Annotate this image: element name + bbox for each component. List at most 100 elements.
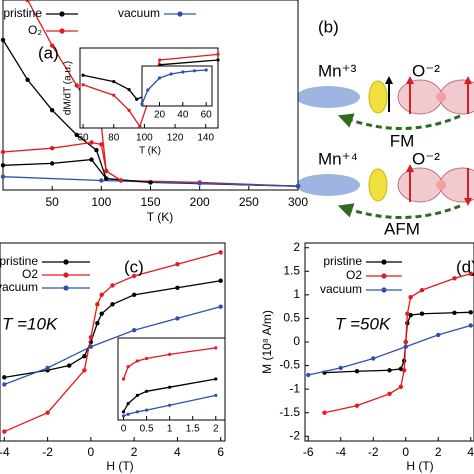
x-tick-label: 100 (91, 195, 111, 209)
data-point (110, 283, 115, 288)
y-axis-label: dM/dT (a.u.) (63, 61, 74, 115)
data-point (192, 69, 197, 73)
data-point (0, 174, 6, 179)
legend-label: O₂ (28, 23, 42, 37)
x-tick-label: -4 (0, 445, 10, 459)
exchange-arrow (337, 113, 461, 130)
coupling-label: FM (390, 131, 415, 150)
y-tick-label: 0 (293, 334, 300, 348)
ion (436, 180, 446, 190)
data-point (104, 176, 109, 181)
chart: -6 -4 -2 0 2 4 2 1.5 1 0.5 0 -0.5 -1 -1.5 -2 (d) T =50K H… (260, 240, 474, 473)
data-point (112, 80, 116, 84)
data-point (88, 344, 94, 349)
data-point (168, 352, 172, 356)
data-point (216, 52, 220, 57)
anion-label: O⁻² (412, 61, 440, 80)
data-point (158, 58, 162, 62)
x-tick-label: 250 (239, 195, 259, 209)
series-line (2, 141, 122, 182)
exchange-arrow (337, 203, 461, 220)
data-point (452, 310, 457, 315)
data-point (146, 88, 150, 92)
data-point (175, 316, 180, 321)
x-axis-label: H (T) (106, 459, 133, 473)
orbital (368, 80, 388, 114)
x-tick-label: 40 (177, 110, 189, 121)
y-tick-label: -0.5 (279, 358, 300, 372)
data-point (135, 97, 139, 101)
x-tick-label: 200 (190, 195, 210, 209)
data-point (81, 83, 85, 87)
y-tick-label: 0.5 (283, 311, 300, 325)
data-point (322, 410, 327, 415)
legend-label: vacuum (0, 280, 38, 294)
x-tick-label: 2 (435, 445, 442, 459)
x-tick-label: 300 (288, 195, 308, 209)
data-point (140, 102, 144, 106)
legend-marker (63, 272, 69, 278)
panel-label: (c) (124, 257, 144, 276)
x-tick-label: -4 (335, 445, 346, 459)
x-tick-label: -2 (368, 445, 379, 459)
data-point (168, 385, 172, 389)
data-point (126, 402, 130, 406)
data-point (436, 332, 441, 338)
data-point (49, 146, 55, 151)
legend-marker (381, 273, 387, 279)
data-point (0, 37, 6, 43)
data-point (144, 356, 149, 361)
data-point (419, 311, 425, 316)
data-point (403, 339, 408, 345)
data-point (0, 149, 6, 155)
data-point (214, 377, 218, 381)
data-point (81, 73, 85, 77)
x-tick-label: 2 (213, 424, 219, 435)
data-point (89, 140, 94, 145)
legend-marker (381, 287, 387, 293)
x-tick-label: 0 (88, 445, 95, 459)
data-point (74, 132, 79, 138)
x-tick-label: 1 (167, 424, 173, 435)
data-point (49, 161, 55, 166)
data-point (89, 157, 94, 162)
x-tick-label: 120 (167, 133, 184, 144)
data-point (95, 320, 100, 326)
data-point (104, 168, 109, 174)
cation-label: Mn⁺⁴ (318, 149, 358, 168)
data-point (49, 43, 55, 48)
legend-marker (177, 11, 183, 17)
data-point (99, 142, 104, 147)
data-point (25, 77, 30, 83)
orbital (368, 168, 388, 202)
data-point (354, 403, 360, 408)
coupling-label: AFM (384, 219, 420, 238)
legend-label: vacuum (118, 6, 160, 20)
legend-marker (59, 28, 65, 34)
legend-label: pristine (3, 6, 42, 20)
data-point (67, 363, 72, 368)
data-point (99, 178, 104, 183)
data-point (175, 285, 180, 290)
orbital (296, 86, 360, 108)
data-point (2, 375, 7, 380)
data-point (144, 408, 149, 412)
x-tick-label: 50 (45, 195, 59, 209)
y-tick-label: 1 (293, 287, 300, 301)
legend-label: pristine (323, 254, 362, 268)
data-point (126, 365, 130, 369)
data-point (135, 359, 139, 363)
data-point (74, 83, 79, 88)
data-point (45, 365, 50, 371)
panel-label: (d) (456, 257, 474, 276)
data-point (138, 124, 142, 128)
y-tick-label: 1.5 (283, 263, 300, 277)
data-point (2, 382, 7, 387)
y-axis-label: M (10⁸ A/m) (260, 310, 274, 374)
x-tick-label: 4 (174, 445, 181, 459)
data-point (408, 295, 413, 300)
data-point (126, 412, 130, 416)
data-point (216, 58, 220, 62)
x-tick-label: 150 (140, 195, 160, 209)
